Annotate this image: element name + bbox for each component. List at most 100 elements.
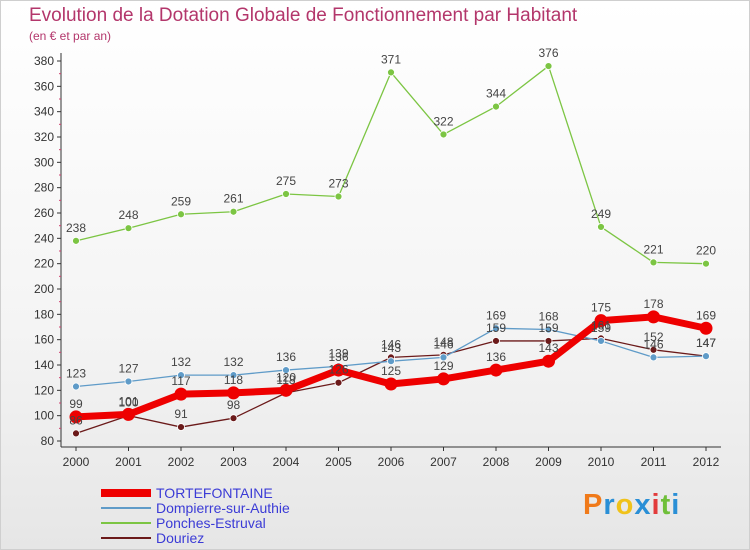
data-label: 127: [118, 361, 138, 375]
series-line-ponches-estruval: [75, 65, 707, 265]
data-label: 322: [433, 114, 453, 128]
data-label: 273: [328, 177, 348, 191]
data-label: 143: [538, 341, 558, 355]
logo-letter: o: [615, 489, 635, 521]
x-tick-label: 2009: [535, 455, 562, 469]
data-label: 136: [276, 350, 296, 364]
legend-swatch: [101, 537, 151, 539]
data-label: 159: [591, 321, 611, 335]
legend-swatch: [101, 507, 151, 509]
data-point: [334, 192, 343, 201]
y-tick-label: 220: [34, 257, 54, 271]
data-label: 371: [381, 52, 401, 66]
x-tick-label: 2007: [430, 455, 457, 469]
legend-swatch: [101, 489, 151, 497]
y-tick-label: 160: [34, 333, 54, 347]
data-label: 147: [696, 336, 716, 350]
data-label: 129: [433, 359, 453, 373]
y-tick-label: 240: [34, 231, 54, 245]
legend-label: TORTEFONTAINE: [156, 485, 273, 501]
logo-letter: i: [651, 489, 661, 521]
logo-letter: i: [671, 489, 681, 521]
x-tick-label: 2008: [483, 455, 510, 469]
data-label: 146: [381, 337, 401, 351]
y-tick-label: 180: [34, 307, 54, 321]
data-point: [597, 223, 605, 231]
data-point: [439, 353, 448, 362]
data-label: 161: [591, 318, 611, 332]
data-point: [544, 325, 553, 334]
x-tick-label: 2001: [115, 455, 142, 469]
data-point: [387, 357, 395, 366]
data-label: 275: [276, 174, 296, 188]
logo-letter: x: [634, 489, 652, 521]
data-point: [72, 382, 80, 391]
data-point: [699, 321, 713, 335]
data-point: [437, 372, 450, 386]
data-point: [702, 259, 710, 268]
y-tick-label: 120: [34, 383, 54, 397]
y-tick-label: 320: [34, 130, 54, 144]
data-label: 148: [433, 335, 453, 349]
y-tick-label: 260: [34, 206, 54, 220]
data-label: 143: [381, 341, 401, 355]
data-label: 120: [276, 370, 296, 384]
x-tick-label: 2005: [325, 455, 352, 469]
data-point: [122, 407, 135, 421]
data-point: [492, 102, 500, 111]
y-tick-label: 140: [34, 358, 54, 372]
y-tick-label: 200: [34, 282, 54, 296]
data-label: 147: [696, 336, 716, 350]
data-point: [384, 377, 398, 391]
y-tick-label: 100: [34, 409, 54, 423]
data-point: [649, 258, 658, 267]
data-label: 175: [591, 301, 611, 315]
y-tick-label: 80: [41, 434, 55, 448]
data-point: [174, 387, 188, 401]
data-label: 91: [174, 407, 188, 421]
data-label: 159: [538, 321, 558, 335]
x-tick-label: 2003: [220, 455, 247, 469]
legend-label: Ponches-Estruval: [156, 515, 266, 531]
data-label: 100: [118, 396, 138, 410]
data-label: 259: [171, 194, 191, 208]
chart-subtitle: (en € et par an): [29, 29, 112, 43]
data-label: 146: [433, 337, 453, 351]
data-point: [544, 337, 553, 345]
data-label: 118: [276, 373, 295, 387]
data-point: [229, 207, 238, 216]
data-point: [387, 68, 395, 77]
x-tick-label: 2012: [693, 455, 720, 469]
data-point: [227, 386, 240, 400]
data-label: 238: [66, 221, 86, 235]
x-tick-label: 2011: [641, 455, 667, 469]
data-label: 248: [118, 208, 138, 222]
x-tick-label: 2000: [63, 455, 90, 469]
data-label: 136: [328, 350, 348, 364]
data-label: 132: [223, 355, 243, 369]
data-point: [489, 363, 503, 377]
data-point: [279, 383, 293, 397]
data-label: 139: [328, 346, 348, 360]
data-point: [177, 210, 185, 219]
data-label: 152: [643, 330, 663, 344]
data-point: [649, 353, 658, 362]
legend-label: Douriez: [156, 530, 205, 546]
data-label: 101: [118, 394, 138, 408]
data-point: [597, 337, 605, 345]
logo-letter: r: [603, 489, 616, 521]
data-label: 126: [328, 363, 348, 377]
data-point: [439, 130, 448, 139]
proxiti-logo: Proxiti: [583, 489, 680, 522]
data-label: 344: [486, 87, 506, 101]
data-point: [72, 236, 80, 245]
y-tick-label: 340: [34, 105, 54, 119]
x-tick-label: 2002: [168, 455, 195, 469]
data-point: [702, 352, 710, 361]
data-label: 168: [538, 310, 558, 324]
data-label: 99: [69, 397, 83, 411]
data-label: 117: [171, 374, 190, 388]
data-point: [647, 310, 660, 324]
data-label: 169: [486, 308, 506, 322]
